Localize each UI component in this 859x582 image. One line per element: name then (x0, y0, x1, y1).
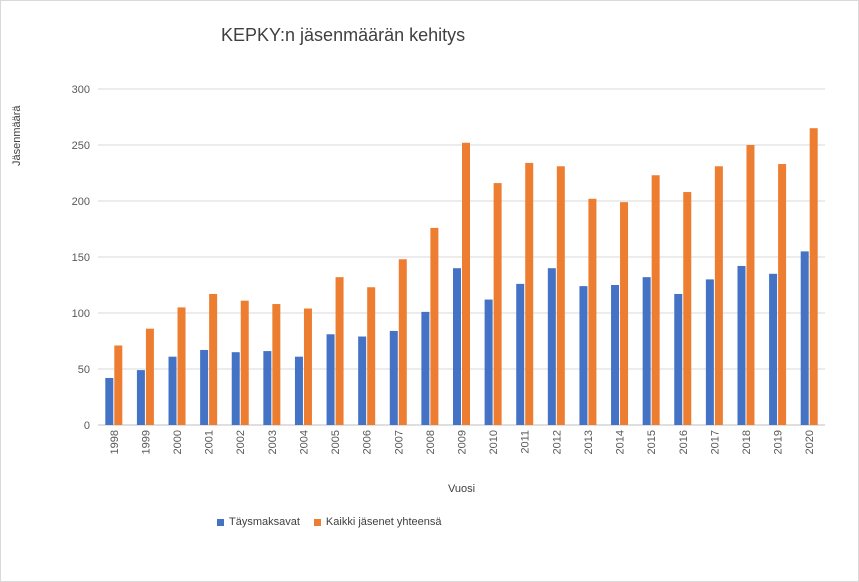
y-tick-label: 0 (84, 420, 90, 432)
bar-series-1 (389, 330, 398, 425)
legend-item-series-1: Täysmaksavat (217, 516, 300, 528)
bar-series-1 (516, 283, 525, 425)
x-tick-label: 2011 (520, 430, 532, 454)
bar-series-2 (272, 304, 281, 425)
bar-series-2 (525, 162, 534, 426)
legend-swatch-series-2 (313, 518, 321, 526)
chart-title: KEPKY:n jäsenmäärän kehitys (221, 25, 466, 45)
x-tick-label: 2002 (235, 430, 247, 454)
bar-series-1 (611, 285, 620, 425)
bar-series-2 (114, 345, 123, 425)
bar-series-2 (462, 142, 470, 425)
bar-series-1 (200, 349, 209, 425)
bar-series-2 (177, 307, 186, 425)
bar-series-2 (145, 328, 154, 425)
x-tick-label: 2007 (393, 430, 405, 454)
legend-label-series-1: Täysmaksavat (229, 516, 300, 528)
bar-series-1 (231, 352, 240, 425)
bar-series-2 (335, 277, 344, 425)
x-tick-label: 2010 (488, 430, 500, 454)
plot-area: 0 50 100 150 200 250 300 1998 1999 2000 2001 2002 20… (72, 84, 825, 454)
bar-series-2 (303, 308, 312, 425)
bar-series-1 (674, 293, 683, 425)
bar-series-1 (105, 377, 114, 425)
legend-item-series-2: Kaikki jäsenet yhteensä (313, 516, 442, 528)
x-tick-label: 2009 (457, 430, 469, 454)
bar-series-2 (430, 227, 439, 425)
bar-series-1 (705, 279, 714, 425)
bar-series-2 (398, 259, 407, 425)
x-tick-label: 2017 (709, 430, 721, 454)
x-tick-label: 2019 (773, 430, 785, 454)
x-tick-label: 2014 (615, 430, 627, 454)
x-tick-label: 2006 (362, 430, 374, 454)
bar-series-2 (778, 164, 787, 426)
x-tick-label: 2012 (551, 430, 563, 454)
bar-series-2 (714, 166, 723, 425)
bar-series-2 (746, 145, 755, 425)
bar-series-2 (809, 128, 818, 425)
y-tick-label: 100 (72, 308, 90, 320)
y-tick-label: 300 (72, 84, 90, 96)
bar-series-1 (326, 334, 335, 425)
bar-series-1 (547, 268, 556, 425)
legend-label-series-2: Kaikki jäsenet yhteensä (325, 516, 442, 528)
bar-series-2 (556, 166, 565, 425)
bar-series-1 (769, 273, 778, 425)
x-tick-label: 2008 (425, 430, 437, 454)
y-tick-label: 150 (72, 252, 90, 264)
bar-series-2 (367, 287, 376, 425)
bar-series-1 (294, 356, 303, 425)
x-axis-title: Vuosi (448, 483, 476, 495)
bar-series-2 (651, 175, 660, 425)
bar-series-2 (683, 192, 692, 425)
y-tick-label: 50 (78, 364, 90, 376)
bar-series-2 (588, 198, 597, 425)
bar-series-2 (240, 300, 249, 425)
x-tick-label: 2004 (298, 430, 310, 454)
bar-series-2 (209, 293, 218, 425)
bar-series-1 (737, 265, 746, 425)
bar-series-1 (168, 356, 177, 425)
y-tick-label: 200 (72, 196, 90, 208)
y-tick-label: 250 (72, 140, 90, 152)
x-tick-label: 1998 (109, 430, 121, 454)
x-tick-label: 2016 (678, 430, 690, 454)
x-tick-label: 2020 (804, 430, 816, 454)
x-tick-label: 2013 (583, 430, 595, 454)
bar-series-2 (620, 202, 629, 425)
x-tick-label: 2018 (741, 430, 753, 454)
x-tick-label: 2001 (204, 430, 216, 454)
bar-series-1 (421, 311, 430, 425)
x-tick-label: 2000 (172, 430, 184, 454)
bar-series-1 (800, 251, 809, 425)
legend: Täysmaksavat Kaikki jäsenet yhteensä (217, 516, 456, 528)
x-tick-label: 2015 (646, 430, 658, 454)
x-tick-label: 1999 (140, 430, 152, 454)
bar-series-1 (484, 299, 493, 425)
bar-series-2 (493, 183, 502, 425)
bar-series-1 (263, 351, 272, 425)
bar-series-1 (642, 277, 651, 425)
bar-series-1 (358, 336, 367, 425)
legend-swatch-series-1 (217, 518, 224, 526)
bar-series-1 (453, 268, 461, 425)
bar-series-1 (136, 370, 145, 425)
x-tick-label: 2005 (330, 430, 342, 454)
x-tick-label: 2003 (267, 430, 279, 454)
bar-series-1 (579, 286, 588, 425)
